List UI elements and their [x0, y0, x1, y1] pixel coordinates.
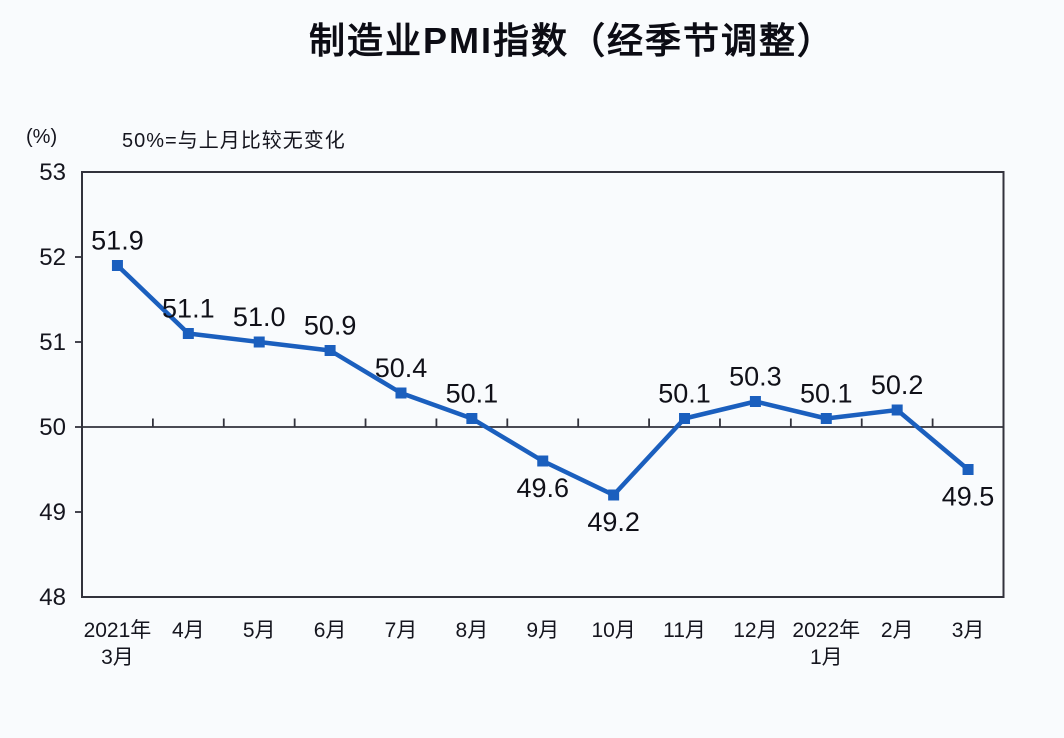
data-point-marker	[395, 387, 407, 399]
x-axis-tick-label: 7月	[385, 619, 418, 642]
data-point-marker	[820, 413, 832, 424]
data-point-label: 50.9	[304, 311, 357, 341]
data-point-marker	[608, 489, 620, 501]
data-point-label: 51.0	[233, 302, 286, 332]
data-point-marker	[111, 260, 123, 271]
data-point-marker	[749, 396, 761, 407]
data-point-label: 50.1	[800, 379, 853, 409]
x-axis-tick-label: 12月	[733, 619, 777, 642]
y-axis-tick-label: 52	[39, 244, 66, 271]
x-axis-tick-label: 6月	[314, 619, 347, 642]
x-axis-tick-label: 1月	[810, 646, 843, 669]
reference-line-note: 50%=与上月比较无变化	[122, 130, 346, 152]
x-axis-tick-label: 11月	[663, 619, 706, 642]
data-point-marker	[182, 328, 194, 339]
y-axis-tick-label: 49	[39, 499, 66, 526]
x-axis-tick-label: 9月	[526, 619, 559, 642]
data-point-marker	[253, 336, 265, 348]
x-axis-tick-label: 2021年	[84, 619, 152, 642]
data-point-marker	[962, 464, 974, 475]
data-point-label: 49.5	[942, 482, 995, 512]
y-axis-tick-label: 48	[39, 584, 66, 611]
y-axis-tick-label: 51	[39, 329, 66, 356]
data-point-label: 50.2	[871, 370, 924, 400]
x-axis-tick-label: 2022年	[792, 619, 860, 642]
data-point-marker	[891, 404, 903, 416]
data-point-marker	[324, 345, 336, 356]
data-point-label: 51.1	[162, 294, 215, 324]
data-point-label: 51.9	[91, 226, 144, 256]
x-axis-tick-label: 5月	[243, 619, 276, 642]
data-point-marker	[466, 413, 478, 424]
x-axis-tick-label: 2月	[881, 619, 914, 642]
y-axis-tick-label: 50	[39, 414, 66, 441]
plot-area-border	[81, 171, 1005, 598]
x-axis-tick-label: 8月	[456, 619, 489, 642]
y-axis-tick-label: 53	[39, 159, 66, 186]
data-point-label: 50.4	[375, 353, 428, 383]
y-axis-unit-label: (%)	[26, 126, 58, 148]
data-point-marker	[537, 455, 549, 467]
x-axis-tick-label: 4月	[172, 619, 205, 642]
data-point-label: 49.6	[516, 473, 569, 503]
data-point-label: 50.3	[729, 362, 782, 392]
data-point-marker	[679, 413, 691, 424]
x-axis-tick-label: 3月	[952, 619, 985, 642]
x-axis-tick-label: 3月	[101, 646, 134, 669]
x-axis-tick-label: 10月	[591, 619, 635, 642]
data-point-label: 49.2	[587, 507, 640, 537]
chart-title: 制造业PMI指数（经季节调整）	[308, 20, 835, 61]
data-point-label: 50.1	[446, 379, 499, 409]
data-point-label: 50.1	[658, 379, 711, 409]
